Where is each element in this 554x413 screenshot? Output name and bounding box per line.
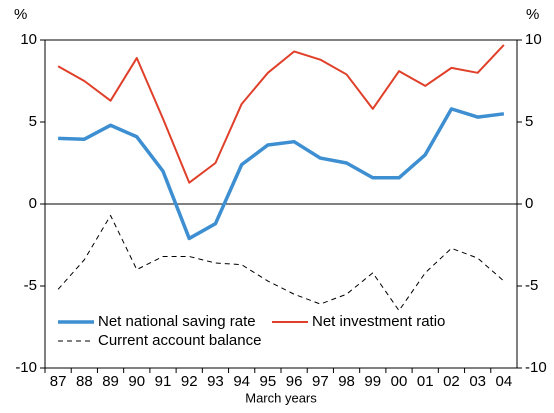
x-tick-label: 02 xyxy=(443,373,460,390)
x-tick-label: 97 xyxy=(312,373,329,390)
series-line xyxy=(57,214,505,312)
x-tick-label: 94 xyxy=(233,373,250,390)
y-tick-label: -10 xyxy=(15,359,37,376)
y2-tick-label: 0 xyxy=(525,195,533,212)
x-axis-label: March years xyxy=(245,390,317,405)
x-tick-label: 03 xyxy=(469,373,486,390)
x-tick-label: 90 xyxy=(128,373,145,390)
y2-tick-label: -5 xyxy=(525,277,538,294)
y2-tick-label: 5 xyxy=(525,113,533,130)
y2-tick-label: 10 xyxy=(525,31,542,48)
x-tick-label: 91 xyxy=(155,373,172,390)
x-tick-label: 98 xyxy=(338,373,355,390)
legend-label: Net investment ratio xyxy=(312,313,445,330)
x-tick-label: 88 xyxy=(76,373,93,390)
y-tick-label: 0 xyxy=(29,195,37,212)
y-tick-label: 10 xyxy=(20,31,37,48)
legend-label: Current account balance xyxy=(98,332,261,349)
x-tick-label: 92 xyxy=(181,373,198,390)
x-tick-label: 93 xyxy=(207,373,224,390)
y-axis-label-right: % xyxy=(526,6,539,23)
x-tick-label: 01 xyxy=(417,373,434,390)
y-tick-label: -5 xyxy=(24,277,37,294)
y2-tick-label: -10 xyxy=(525,359,547,376)
x-tick-label: 96 xyxy=(286,373,303,390)
y-tick-label: 5 xyxy=(29,113,37,130)
series-line xyxy=(57,44,505,184)
series-line xyxy=(58,107,505,241)
x-tick-label: 87 xyxy=(50,373,67,390)
legend-label: Net national saving rate xyxy=(98,313,256,330)
x-tick-label: 00 xyxy=(391,373,408,390)
y-axis-label-left: % xyxy=(14,6,27,23)
x-tick-label: 04 xyxy=(496,373,513,390)
x-tick-label: 89 xyxy=(102,373,119,390)
x-tick-label: 95 xyxy=(260,373,277,390)
x-tick-label: 99 xyxy=(364,373,381,390)
